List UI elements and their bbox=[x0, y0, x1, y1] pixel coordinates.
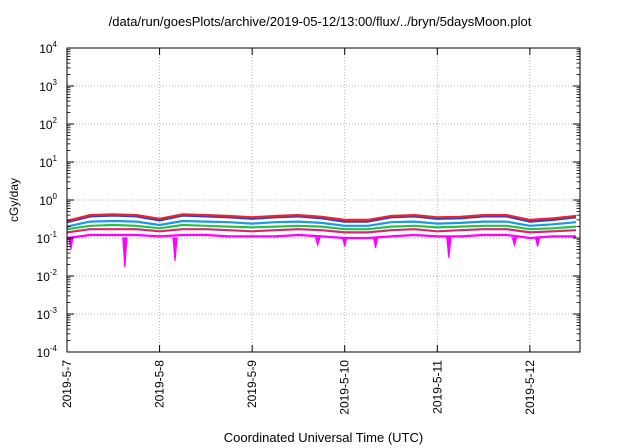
x-axis-label: Coordinated Universal Time (UTC) bbox=[223, 430, 424, 445]
x-tick-label: 2019-5-8 bbox=[153, 360, 167, 408]
y-tick-label: 102 bbox=[39, 116, 57, 132]
y-tick-label: 103 bbox=[39, 78, 57, 94]
series-layer bbox=[66, 213, 577, 268]
series-dip bbox=[341, 237, 348, 247]
y-tick-label: 10-3 bbox=[37, 306, 58, 322]
series-line bbox=[66, 233, 577, 240]
y-tick-label: 10-2 bbox=[37, 268, 58, 284]
x-tick-label: 2019-5-9 bbox=[245, 360, 259, 408]
series-dip bbox=[534, 237, 541, 247]
series-dip bbox=[446, 237, 452, 258]
series-dip bbox=[122, 237, 128, 268]
series-dip bbox=[372, 237, 379, 248]
x-tick-label: 2019-5-12 bbox=[523, 360, 537, 415]
x-tick-label: 2019-5-11 bbox=[430, 360, 444, 414]
y-tick-label: 104 bbox=[39, 40, 57, 56]
plot-frame bbox=[66, 47, 581, 353]
grid-layer bbox=[67, 48, 580, 352]
series-dip bbox=[314, 237, 321, 248]
plot-title: /data/run/goesPlots/archive/2019-05-12/1… bbox=[108, 14, 532, 29]
series-line bbox=[66, 214, 577, 224]
y-tick-label: 100 bbox=[39, 192, 57, 208]
series-line bbox=[66, 219, 577, 228]
series-line bbox=[66, 213, 577, 223]
series-dip bbox=[511, 237, 518, 248]
series-dip bbox=[172, 237, 178, 261]
x-tick-label: 2019-5-10 bbox=[338, 360, 352, 415]
y-tick-label: 101 bbox=[39, 154, 57, 170]
x-tick-label: 2019-5-7 bbox=[60, 360, 74, 408]
y-tick-label: 10-4 bbox=[37, 344, 58, 360]
series-line bbox=[66, 223, 577, 231]
series-line bbox=[66, 228, 577, 234]
y-tick-label: 10-1 bbox=[37, 230, 58, 246]
